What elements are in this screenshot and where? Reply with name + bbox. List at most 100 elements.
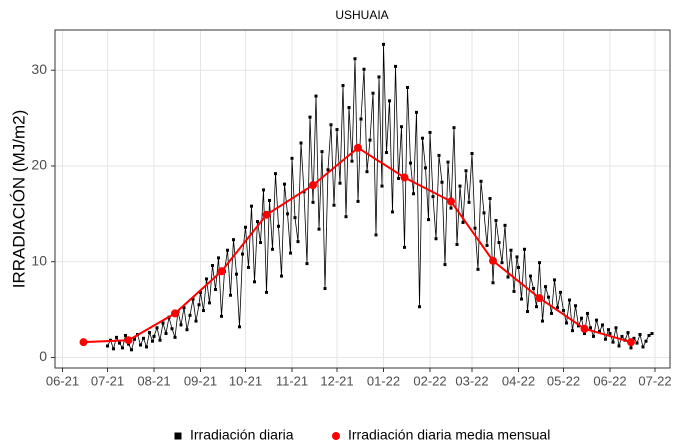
y-axis-label: IRRADIACIÓN (MJ/m2) <box>9 110 28 289</box>
daily-point <box>571 329 574 333</box>
daily-point <box>497 241 501 245</box>
daily-point <box>482 211 486 215</box>
daily-point <box>179 323 183 327</box>
daily-point <box>205 277 208 281</box>
legend-marker <box>332 432 340 440</box>
daily-point <box>629 346 633 350</box>
daily-point <box>155 326 159 330</box>
daily-point <box>485 243 489 247</box>
x-tick-label: 09-21 <box>184 373 217 388</box>
daily-point <box>415 110 418 114</box>
daily-point <box>290 156 294 160</box>
daily-point <box>359 117 363 121</box>
daily-point <box>559 290 562 294</box>
daily-point <box>152 334 156 338</box>
daily-point <box>326 168 330 172</box>
daily-point <box>311 200 315 204</box>
daily-point <box>391 210 394 214</box>
daily-point <box>314 94 318 98</box>
daily-point <box>644 339 648 343</box>
mean-point <box>400 173 409 182</box>
daily-point <box>194 319 198 323</box>
daily-point <box>446 160 450 164</box>
daily-point <box>553 278 556 282</box>
daily-point <box>638 332 642 336</box>
daily-point <box>164 332 168 336</box>
daily-point <box>607 328 610 332</box>
daily-point <box>253 280 256 284</box>
daily-point <box>148 331 151 335</box>
daily-point <box>106 344 109 348</box>
daily-point <box>211 264 214 268</box>
daily-point <box>286 212 289 216</box>
daily-point <box>271 247 274 251</box>
daily-point <box>353 57 357 61</box>
daily-point <box>473 226 477 230</box>
daily-point <box>427 218 430 222</box>
daily-point <box>556 306 559 310</box>
daily-point <box>317 227 321 231</box>
daily-point <box>650 332 654 336</box>
daily-point <box>112 347 115 351</box>
daily-point <box>509 248 513 252</box>
daily-point <box>329 123 333 127</box>
daily-point <box>532 287 535 291</box>
daily-point <box>323 287 327 291</box>
daily-point <box>293 216 297 220</box>
daily-point <box>197 303 201 307</box>
daily-point <box>449 206 453 210</box>
daily-point <box>115 335 118 339</box>
daily-point <box>409 161 412 165</box>
daily-point <box>229 293 232 297</box>
daily-point <box>535 305 538 309</box>
daily-point <box>412 192 415 196</box>
daily-point <box>641 345 645 349</box>
daily-point <box>262 188 265 192</box>
daily-point <box>118 341 121 345</box>
y-tick-label: 30 <box>31 61 47 77</box>
daily-point <box>235 272 238 276</box>
y-tick-label: 0 <box>39 348 47 364</box>
daily-point <box>541 319 544 323</box>
daily-point <box>452 126 456 130</box>
daily-point <box>455 242 459 246</box>
daily-point <box>428 130 432 134</box>
daily-point <box>464 169 468 173</box>
daily-point <box>526 310 529 314</box>
daily-point <box>547 295 550 299</box>
daily-point <box>335 128 339 132</box>
daily-point <box>626 331 630 335</box>
daily-point <box>568 298 571 302</box>
daily-point <box>400 125 403 129</box>
daily-point <box>388 99 391 103</box>
daily-point <box>467 200 471 204</box>
x-tick-label: 07-21 <box>91 373 124 388</box>
x-tick-label: 06-22 <box>593 373 626 388</box>
daily-point <box>365 170 369 174</box>
daily-point <box>550 311 553 315</box>
daily-point <box>296 240 300 244</box>
panel-border <box>54 29 671 369</box>
daily-point <box>434 237 438 241</box>
legend-marker <box>174 432 182 440</box>
daily-point <box>377 75 381 79</box>
daily-point <box>418 305 421 309</box>
daily-point <box>208 301 211 305</box>
daily-point <box>226 248 229 252</box>
daily-point <box>397 176 400 180</box>
daily-point <box>394 64 397 68</box>
daily-point <box>517 265 520 269</box>
daily-point <box>280 274 283 278</box>
daily-point <box>356 199 360 203</box>
y-tick-label: 20 <box>31 157 47 173</box>
daily-point <box>161 321 165 325</box>
daily-point <box>523 247 526 251</box>
mean-point <box>79 338 88 347</box>
daily-point <box>133 337 136 341</box>
daily-point <box>241 252 244 256</box>
daily-point <box>289 251 292 255</box>
daily-point <box>440 180 444 184</box>
daily-point <box>589 326 592 330</box>
daily-point <box>506 275 510 279</box>
mean-point <box>447 197 455 206</box>
